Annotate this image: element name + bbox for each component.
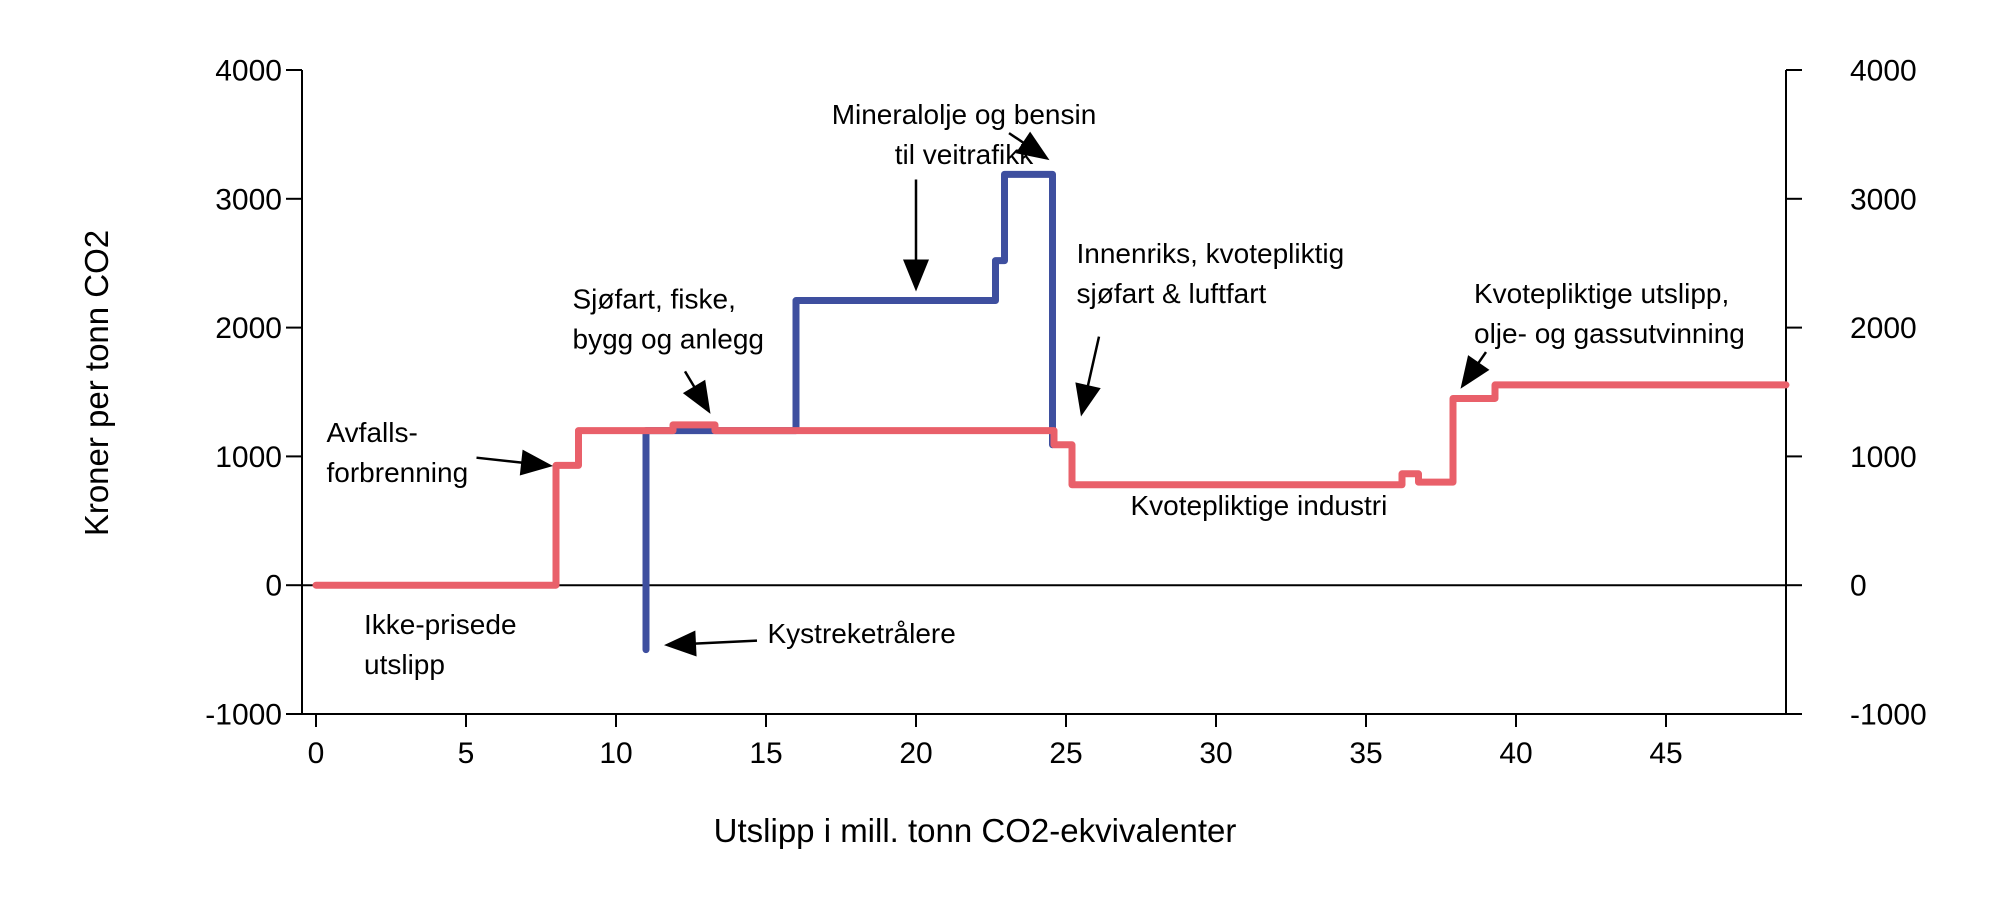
annotation-avfallsforbrenning-text: forbrenning: [327, 457, 469, 488]
annotation-ikke-prisede-utslipp: Ikke-prisede utslipp: [364, 609, 517, 680]
annotation-kvotepliktige-utslipp-olje-gass: Kvotepliktige utslipp, olje- og gassutvin…: [1460, 278, 1745, 389]
annotation-mineralolje-bensin-veitrafikk-text: til veitrafikk: [895, 139, 1034, 170]
y-tick-label-left: 1000: [215, 441, 282, 474]
annotation-kvotepliktige-utslipp-olje-gass-text: Kvotepliktige utslipp,: [1474, 278, 1729, 309]
y-tick-label-left: 0: [265, 570, 282, 603]
axes: [301, 70, 1787, 715]
annotations: Avfalls-forbrenning Ikke-prisede utslipp Sj…: [327, 99, 1745, 680]
blue-tax-curve-series: [642, 170, 1056, 654]
x-tick-label: 20: [899, 737, 932, 770]
y-tick-label-right: 1000: [1850, 441, 1917, 474]
annotation-arrowhead: [519, 449, 553, 476]
annotation-kystreketralere-text: Kystreketrålere: [768, 618, 956, 649]
y-axis-ticks: -1000 -1000 0 0 1000 1000 2000 2000 3000 3000 4000…: [205, 55, 1926, 732]
annotation-kvotepliktige-industri-text: Kvotepliktige industri: [1131, 490, 1388, 521]
annotation-mineralolje-bensin-veitrafikk-text: Mineralolje og bensin: [832, 99, 1097, 130]
x-tick-label: 30: [1199, 737, 1232, 770]
y-tick-label-left: 2000: [215, 312, 282, 345]
annotation-sjofart-fiske-bygg-anlegg: Sjøfart, fiske, bygg og anlegg: [573, 283, 765, 414]
annotation-kvotepliktige-utslipp-olje-gass-text: olje- og gassutvinning: [1474, 318, 1745, 349]
annotation-innenriks-kvotepliktig-sjofart-luftfart-text: Innenriks, kvotepliktig: [1077, 238, 1345, 269]
annotation-ikke-prisede-utslipp-text: utslipp: [364, 649, 445, 680]
y-tick-label-right: 3000: [1850, 183, 1917, 216]
y-tick-label-right: 4000: [1850, 55, 1917, 88]
annotation-arrow-line: [691, 639, 758, 645]
annotation-avfallsforbrenning-text: Avfalls-: [327, 417, 418, 448]
annotation-avfallsforbrenning: Avfalls-forbrenning: [327, 417, 553, 488]
x-tick-label: 0: [308, 737, 325, 770]
x-axis-title: Utslipp i mill. tonn CO2-ekvivalenter: [714, 812, 1237, 849]
annotation-arrowhead: [682, 379, 711, 414]
x-tick-label: 25: [1049, 737, 1082, 770]
annotation-arrow-line: [1085, 336, 1101, 390]
annotation-arrowhead: [1015, 131, 1050, 161]
y-tick-label-left: 3000: [215, 183, 282, 216]
red-price-curve-series: [312, 381, 1790, 589]
annotation-sjofart-fiske-bygg-anlegg-text: Sjøfart, fiske,: [573, 283, 736, 314]
annotation-innenriks-kvotepliktig-sjofart-luftfart-text: sjøfart & luftfart: [1077, 278, 1267, 309]
annotation-arrowhead: [1460, 355, 1490, 389]
annotation-mineralolje-bensin-veitrafikk: Mineralolje og bensin til veitrafikk: [832, 99, 1097, 292]
annotation-arrowhead: [903, 259, 929, 292]
annotation-innenriks-kvotepliktig-sjofart-luftfart: Innenriks, kvotepliktig sjøfart & luftfar…: [1075, 238, 1345, 417]
x-tick-label: 15: [749, 737, 782, 770]
annotation-kystreketralere: Kystreketrålere: [664, 618, 956, 657]
x-tick-label: 45: [1649, 737, 1682, 770]
annotation-arrow-line: [476, 456, 526, 465]
annotation-kvotepliktige-industri: Kvotepliktige industri: [1131, 490, 1388, 521]
y-tick-label-right: -1000: [1850, 699, 1927, 732]
y-tick-label-right: 0: [1850, 570, 1867, 603]
y-tick-label-right: 2000: [1850, 312, 1917, 345]
y-tick-label-left: -1000: [205, 699, 282, 732]
annotation-arrowhead: [1075, 382, 1101, 417]
annotation-sjofart-fiske-bygg-anlegg-text: bygg og anlegg: [573, 323, 765, 354]
x-tick-label: 40: [1499, 737, 1532, 770]
x-axis-ticks: 0 5 10 15 20 25 30 35 40 45: [308, 714, 1683, 770]
y-axis-title: Kroner per tonn CO2: [78, 230, 115, 536]
x-tick-label: 5: [458, 737, 475, 770]
x-tick-label: 35: [1349, 737, 1382, 770]
x-tick-label: 10: [599, 737, 632, 770]
y-tick-label-left: 4000: [215, 55, 282, 88]
annotation-arrowhead: [664, 630, 697, 657]
annotation-ikke-prisede-utslipp-text: Ikke-prisede: [364, 609, 517, 640]
